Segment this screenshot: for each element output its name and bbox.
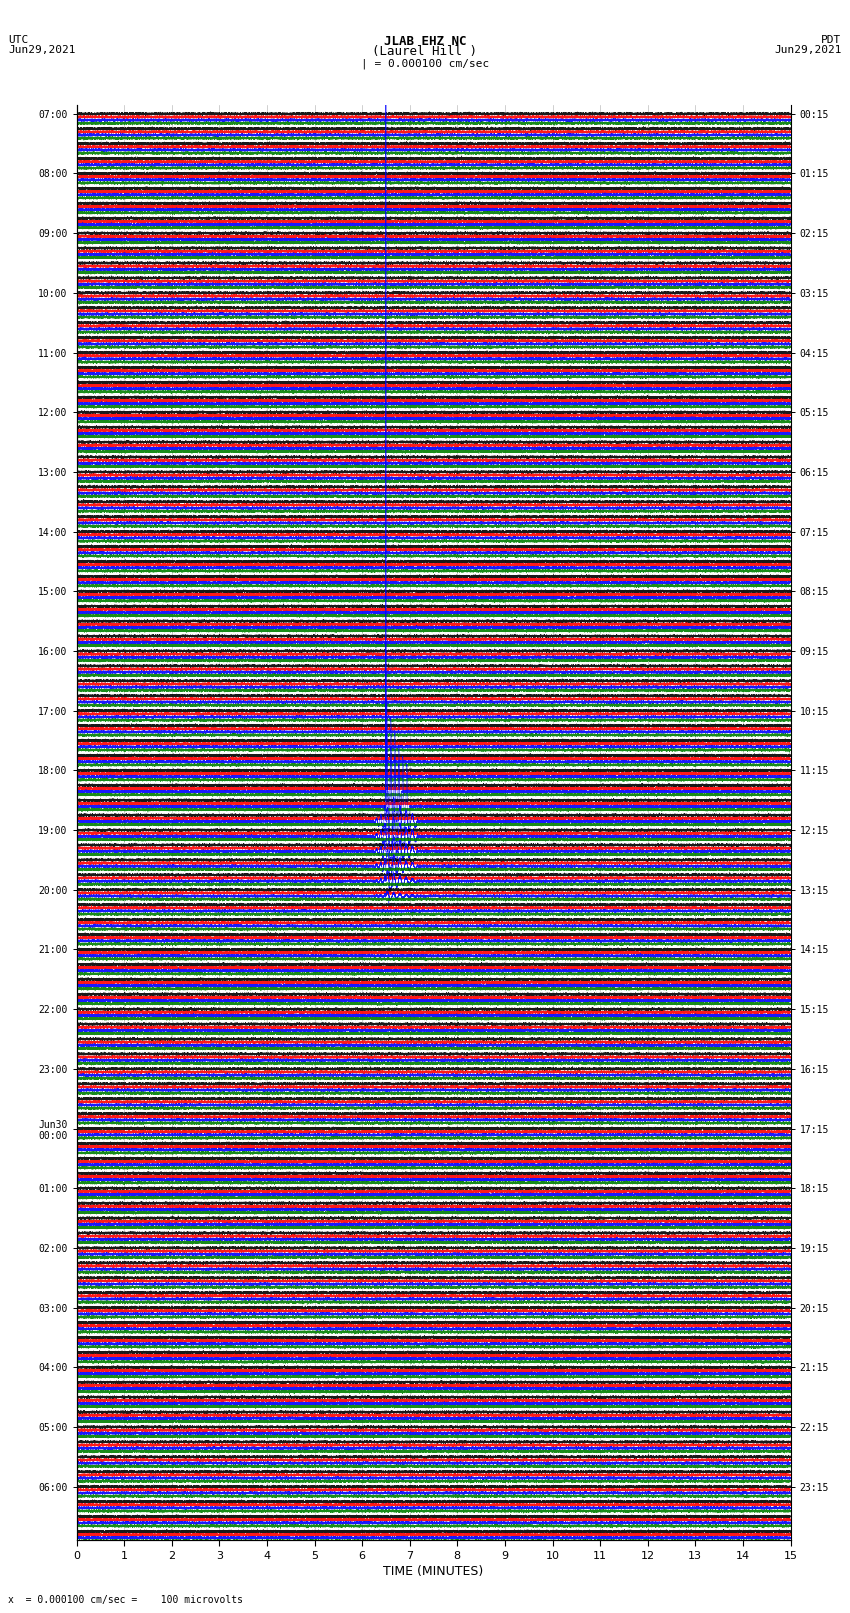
Text: Jun29,2021: Jun29,2021 bbox=[774, 45, 842, 55]
Text: Jun29,2021: Jun29,2021 bbox=[8, 45, 76, 55]
Text: x  = 0.000100 cm/sec =    100 microvolts: x = 0.000100 cm/sec = 100 microvolts bbox=[8, 1595, 243, 1605]
Text: JLAB EHZ NC: JLAB EHZ NC bbox=[383, 35, 467, 48]
X-axis label: TIME (MINUTES): TIME (MINUTES) bbox=[383, 1565, 484, 1578]
Text: (Laurel Hill ): (Laurel Hill ) bbox=[372, 45, 478, 58]
Text: UTC: UTC bbox=[8, 35, 29, 45]
Text: PDT: PDT bbox=[821, 35, 842, 45]
Text: | = 0.000100 cm/sec: | = 0.000100 cm/sec bbox=[361, 58, 489, 69]
